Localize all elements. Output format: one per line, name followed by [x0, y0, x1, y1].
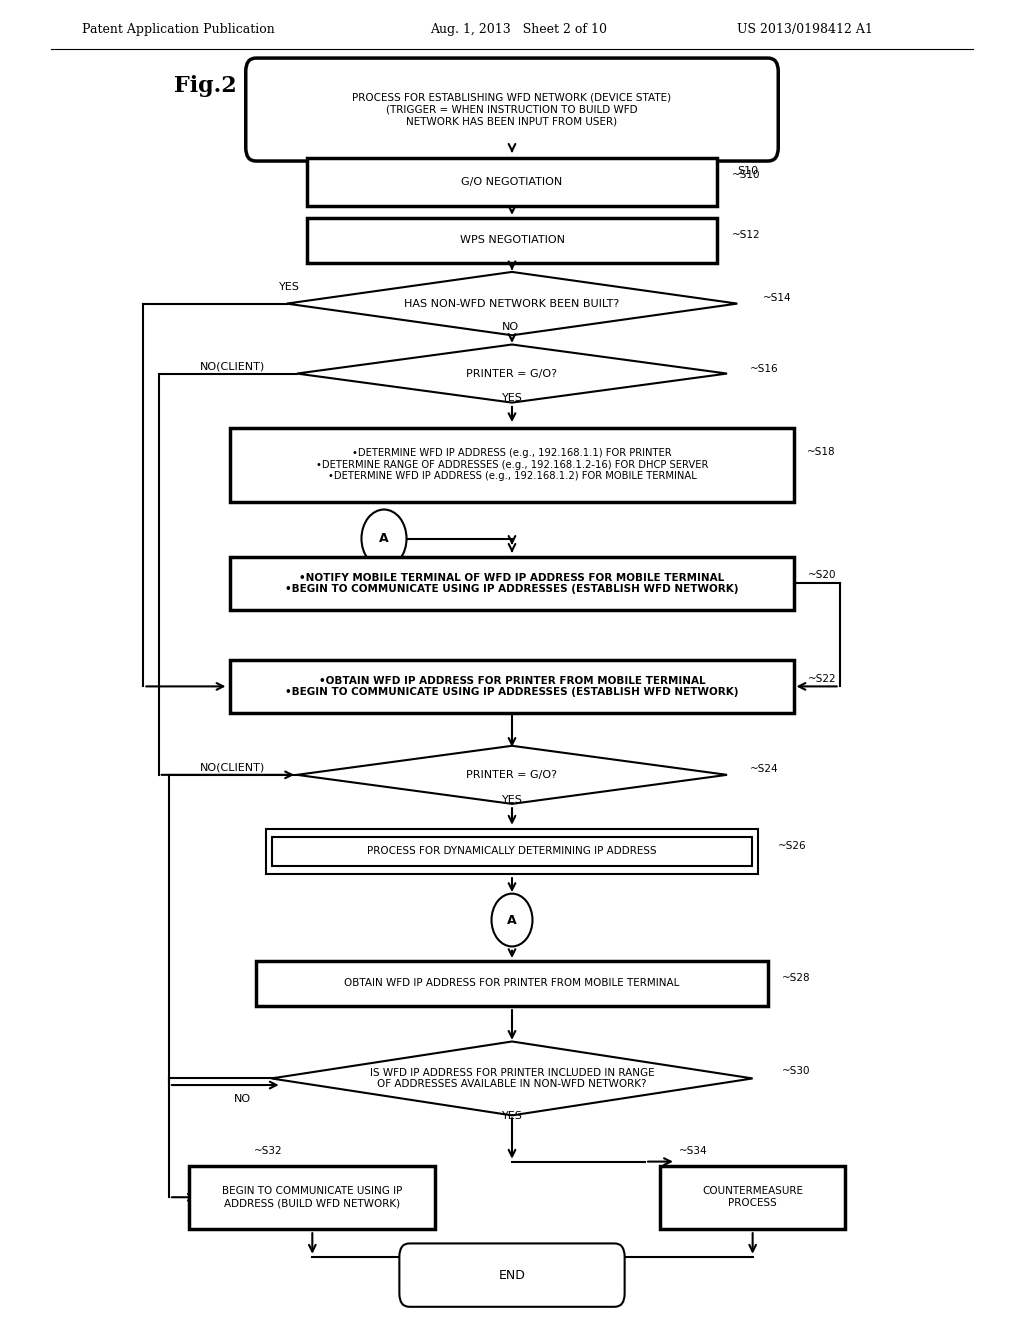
Polygon shape [271, 1041, 753, 1115]
Polygon shape [297, 746, 727, 804]
Text: ~S14: ~S14 [763, 293, 792, 304]
Text: ~S20: ~S20 [808, 570, 837, 581]
Text: •NOTIFY MOBILE TERMINAL OF WFD IP ADDRESS FOR MOBILE TERMINAL
•BEGIN TO COMMUNIC: •NOTIFY MOBILE TERMINAL OF WFD IP ADDRES… [286, 573, 738, 594]
FancyBboxPatch shape [246, 58, 778, 161]
Text: NO(CLIENT): NO(CLIENT) [200, 763, 265, 774]
Text: •OBTAIN WFD IP ADDRESS FOR PRINTER FROM MOBILE TERMINAL
•BEGIN TO COMMUNICATE US: •OBTAIN WFD IP ADDRESS FOR PRINTER FROM … [286, 676, 738, 697]
Text: COUNTERMEASURE
PROCESS: COUNTERMEASURE PROCESS [702, 1187, 803, 1208]
Text: US 2013/0198412 A1: US 2013/0198412 A1 [737, 22, 873, 36]
Text: ~S30: ~S30 [782, 1067, 811, 1077]
Text: Patent Application Publication: Patent Application Publication [82, 22, 274, 36]
Bar [307, 218, 717, 263]
Text: ~S34: ~S34 [679, 1146, 708, 1156]
Text: ~S10: ~S10 [732, 170, 761, 181]
Bar [189, 1166, 435, 1229]
Text: ~S26: ~S26 [778, 841, 807, 851]
Text: Fig.2: Fig.2 [174, 75, 237, 98]
Text: NO: NO [502, 322, 519, 333]
Bar [230, 660, 794, 713]
Text: PRINTER = G/O?: PRINTER = G/O? [467, 368, 557, 379]
Bar [307, 158, 717, 206]
Text: END: END [499, 1269, 525, 1282]
Text: YES: YES [502, 393, 522, 404]
Text: YES: YES [279, 282, 299, 293]
Text: S10: S10 [737, 166, 759, 177]
Text: •DETERMINE WFD IP ADDRESS (e.g., 192.168.1.1) FOR PRINTER
•DETERMINE RANGE OF AD: •DETERMINE WFD IP ADDRESS (e.g., 192.168… [315, 447, 709, 482]
Text: A: A [379, 532, 389, 545]
Circle shape [361, 510, 407, 568]
Text: ~S28: ~S28 [782, 973, 811, 983]
Bar [660, 1166, 845, 1229]
Text: ~S18: ~S18 [807, 447, 836, 458]
Text: PROCESS FOR ESTABLISHING WFD NETWORK (DEVICE STATE)
(TRIGGER = WHEN INSTRUCTION : PROCESS FOR ESTABLISHING WFD NETWORK (DE… [352, 92, 672, 127]
Polygon shape [297, 345, 727, 403]
Text: OBTAIN WFD IP ADDRESS FOR PRINTER FROM MOBILE TERMINAL: OBTAIN WFD IP ADDRESS FOR PRINTER FROM M… [344, 978, 680, 989]
Text: PROCESS FOR DYNAMICALLY DETERMINING IP ADDRESS: PROCESS FOR DYNAMICALLY DETERMINING IP A… [368, 846, 656, 857]
Text: Aug. 1, 2013   Sheet 2 of 10: Aug. 1, 2013 Sheet 2 of 10 [430, 22, 607, 36]
Text: G/O NEGOTIATION: G/O NEGOTIATION [462, 177, 562, 187]
Polygon shape [287, 272, 737, 335]
Text: YES: YES [502, 1111, 522, 1122]
Text: PRINTER = G/O?: PRINTER = G/O? [467, 770, 557, 780]
Text: ~S16: ~S16 [750, 364, 778, 375]
Text: YES: YES [502, 795, 522, 805]
Bar [272, 837, 752, 866]
Bar [230, 428, 794, 502]
Circle shape [492, 894, 532, 946]
FancyBboxPatch shape [399, 1243, 625, 1307]
Text: ~S22: ~S22 [808, 675, 837, 685]
Bar [256, 961, 768, 1006]
Text: ~S24: ~S24 [750, 764, 778, 775]
Text: A: A [507, 913, 517, 927]
Text: WPS NEGOTIATION: WPS NEGOTIATION [460, 235, 564, 246]
Text: ~S12: ~S12 [732, 230, 761, 240]
Text: BEGIN TO COMMUNICATE USING IP
ADDRESS (BUILD WFD NETWORK): BEGIN TO COMMUNICATE USING IP ADDRESS (B… [222, 1187, 402, 1208]
Bar [230, 557, 794, 610]
Text: IS WFD IP ADDRESS FOR PRINTER INCLUDED IN RANGE
OF ADDRESSES AVAILABLE IN NON-WF: IS WFD IP ADDRESS FOR PRINTER INCLUDED I… [370, 1068, 654, 1089]
Text: NO(CLIENT): NO(CLIENT) [200, 362, 265, 372]
Text: NO: NO [233, 1094, 251, 1105]
Bar [266, 829, 758, 874]
Text: HAS NON-WFD NETWORK BEEN BUILT?: HAS NON-WFD NETWORK BEEN BUILT? [404, 298, 620, 309]
Text: ~S32: ~S32 [254, 1146, 283, 1156]
